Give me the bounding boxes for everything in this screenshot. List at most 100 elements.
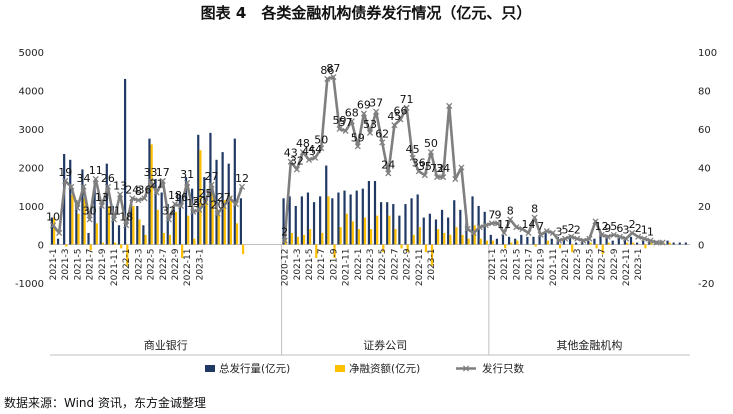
issuance-count-label: 34 xyxy=(77,172,91,185)
issuance-count-label: 19 xyxy=(58,166,72,179)
issuance-count-marker xyxy=(159,177,166,185)
x-tick-label: 2022-3 xyxy=(573,249,583,281)
net-financing-bar xyxy=(187,215,190,245)
total-issuance-bar xyxy=(398,215,401,245)
net-financing-bar xyxy=(321,232,324,245)
issuance-count-label: 20 xyxy=(211,199,225,212)
total-issuance-bar xyxy=(642,240,645,245)
total-issuance-bar xyxy=(483,211,486,245)
total-issuance-bar xyxy=(294,206,297,245)
issuance-count-marker xyxy=(403,104,410,111)
issuance-count-marker xyxy=(482,222,489,229)
issuance-count-marker xyxy=(488,220,495,227)
net-financing-bar xyxy=(491,240,495,245)
total-issuance-bar xyxy=(587,240,590,245)
issuance-count-label: 14 xyxy=(521,218,535,231)
net-financing-bar xyxy=(351,221,354,245)
x-tick-label: 2021-9 xyxy=(537,248,547,280)
net-financing-bar xyxy=(558,244,562,249)
issuance-count-label: 5 xyxy=(562,224,569,237)
x-tick-label: 2023-1 xyxy=(427,249,437,281)
issuance-count-marker xyxy=(549,229,556,237)
issuance-count-label: 87 xyxy=(326,62,340,75)
category-group-labels: 商业银行 证券公司 其他金融机构 xyxy=(144,338,623,352)
total-issuance-bar xyxy=(130,204,133,245)
issuance-count-marker xyxy=(635,233,642,240)
total-issuance-bar xyxy=(117,225,121,245)
total-issuance-bar xyxy=(87,232,90,245)
x-tick-label: 2022-7 xyxy=(159,249,169,281)
net-financing-bar xyxy=(626,242,629,245)
net-financing-bar xyxy=(150,144,153,245)
issuance-count-label: 17 xyxy=(156,166,170,179)
x-tick-label: 2021-11 xyxy=(110,249,120,287)
total-issuance-bar xyxy=(154,179,157,245)
issuance-count-marker xyxy=(616,233,623,240)
issuance-count-label: 45 xyxy=(406,143,420,156)
total-issuance-bar xyxy=(355,190,358,245)
issuance-count-marker xyxy=(385,170,392,177)
net-financing-bar xyxy=(181,244,184,258)
issuance-count-label: 2 xyxy=(281,226,288,239)
net-financing-bar xyxy=(443,232,446,245)
x-tick-label: 2022-5 xyxy=(585,249,595,281)
issuance-count-marker xyxy=(312,154,319,161)
net-financing-bar xyxy=(406,244,409,253)
left-axis-ticks: -1000 0 1000 2000 3000 4000 5000 xyxy=(15,48,44,290)
issuance-count-label: 1 xyxy=(641,224,648,237)
issuance-count-marker xyxy=(153,189,160,196)
net-financing-bar xyxy=(412,234,415,245)
net-financing-bar xyxy=(315,244,318,258)
issuance-count-label: 62 xyxy=(375,127,389,140)
issuance-count-marker xyxy=(104,183,111,190)
x-tick-label: 2021-5 xyxy=(305,249,315,281)
issuance-count-label: 9 xyxy=(495,208,502,221)
issuance-count-label: 18 xyxy=(119,210,133,223)
issuance-count-marker xyxy=(543,227,550,235)
x-tick-label: 2022-11 xyxy=(183,249,193,287)
net-financing-bar xyxy=(467,238,470,245)
issuance-count-label: 36 xyxy=(412,156,426,169)
issuance-count-marker xyxy=(177,202,185,210)
issuance-count-marker xyxy=(110,216,118,223)
x-tick-label: 2022-1 xyxy=(122,249,132,281)
total-issuance-bar xyxy=(233,138,236,245)
net-financing-bar xyxy=(632,242,635,245)
issuance-count-marker xyxy=(391,122,398,129)
issuance-count-label: 72 xyxy=(430,162,444,175)
net-financing-bar xyxy=(138,219,141,245)
net-financing-bar xyxy=(242,244,245,255)
issuance-count-segment xyxy=(51,177,244,235)
issuance-count-label: 1 xyxy=(647,226,654,239)
total-issuance-bar xyxy=(538,234,541,245)
issuance-count-marker xyxy=(519,226,526,233)
net-financing-bar xyxy=(510,242,513,245)
net-financing-bar xyxy=(394,229,397,245)
issuance-count-label: 59 xyxy=(333,114,347,127)
net-financing-bar xyxy=(485,240,489,245)
total-issuance-bar xyxy=(453,200,456,245)
issuance-count-label: 34 xyxy=(436,162,450,175)
issuance-count-label: 27 xyxy=(217,191,231,204)
issuance-count-marker xyxy=(86,216,93,223)
net-financing-bar xyxy=(327,196,330,245)
issuance-count-marker xyxy=(427,149,435,156)
issuance-count-label: 2 xyxy=(574,224,581,237)
issuance-count-label: 69 xyxy=(357,99,371,112)
net-financing-bar xyxy=(534,244,537,247)
x-tick-label: 2021-5 xyxy=(73,249,83,281)
total-issuance-bar xyxy=(99,206,102,245)
group-label: 商业银行 xyxy=(144,338,188,352)
issuance-count-label: 2 xyxy=(635,222,642,235)
issuance-count-label: 2 xyxy=(629,218,636,231)
x-tick-label: 2021-7 xyxy=(317,249,327,281)
chart-title: 图表 4 各类金融机构债券发行情况（亿元、只） xyxy=(201,4,532,22)
total-issuance-bar xyxy=(197,134,200,245)
x-tick-label: 2020-12 xyxy=(281,249,291,287)
x-tick-label: 2021-1 xyxy=(488,249,498,281)
net-financing-bar xyxy=(223,200,226,245)
net-financing-bar xyxy=(333,244,336,258)
x-tick-label: 2023-1 xyxy=(195,249,205,281)
net-financing-bar xyxy=(107,206,111,245)
